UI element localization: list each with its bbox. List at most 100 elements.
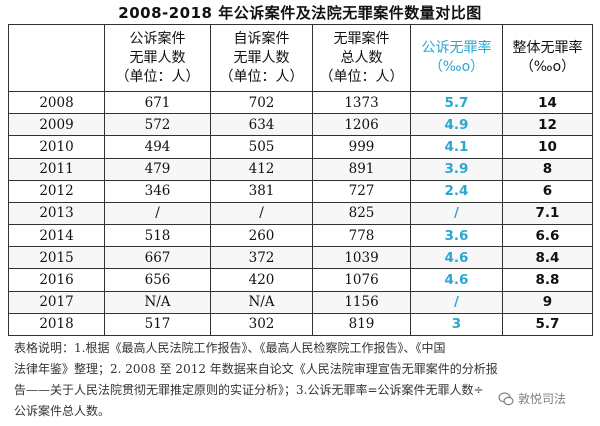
year-cell: 2010 [8, 135, 105, 159]
header-line: （单位：人） [319, 68, 404, 85]
table-cell: 999 [312, 135, 411, 159]
table-cell: 1039 [312, 246, 411, 270]
header-cell: 公诉无罪率 （‰o） [410, 24, 503, 92]
table-cell: 517 [104, 312, 211, 337]
table-cell: 1206 [312, 113, 411, 137]
public-rate-cell: 3 [410, 312, 503, 337]
table-row: 2015 667 372 1039 4.6 8.4 [8, 246, 593, 270]
table-cell: 671 [104, 90, 211, 115]
header-cell: 整体无罪率 （‰o） [502, 24, 593, 92]
table-cell: 260 [210, 224, 313, 248]
header-cell: 公诉案件 无罪人数 （单位：人） [104, 24, 211, 92]
public-rate-cell: / [410, 290, 503, 314]
public-rate-cell: 4.6 [410, 246, 503, 270]
public-rate-cell: 4.1 [410, 135, 503, 159]
header-line: （单位：人） [219, 68, 304, 85]
table-cell: 412 [210, 157, 313, 181]
overall-rate-cell: 8.4 [502, 246, 593, 270]
public-rate-cell: 3.6 [410, 224, 503, 248]
data-table: 公诉案件 无罪人数 （单位：人） 自诉案件无罪人数 （单位：人） 无罪案件总人数 （单位：人… [8, 24, 593, 337]
header-line: 整体无罪率 [512, 40, 583, 56]
public-rate-cell: 2.4 [410, 179, 503, 203]
table-cell: 778 [312, 224, 411, 248]
note-line: 表格说明：1.根据《最高人民法院工作报告》、《最高人民检察院工作报告》、《中国 [14, 341, 446, 355]
table-cell: / [104, 201, 211, 226]
header-row: 公诉案件 无罪人数 （单位：人） 自诉案件无罪人数 （单位：人） 无罪案件总人数 （单位：人… [8, 24, 593, 92]
header-line: 总人数 [340, 49, 383, 66]
table-cell: 518 [104, 224, 211, 248]
table-cell: 346 [104, 179, 211, 203]
header-cell: 无罪案件总人数 （单位：人） [312, 24, 411, 92]
table-cell: 1076 [312, 268, 411, 292]
overall-rate-cell: 8.8 [502, 268, 593, 292]
note-line: 公诉案件总人数。 [14, 404, 111, 418]
table-cell: 634 [210, 113, 313, 137]
table-row: 2011 479 412 891 3.9 8 [8, 157, 593, 181]
watermark: 敦悦司法 [498, 390, 566, 407]
table-cell: 420 [210, 268, 313, 292]
table-row: 2013//825/7.1 [8, 201, 593, 226]
table-cell: N/A [210, 290, 313, 314]
table-row: 2008 671 702 1373 5.7 14 [8, 90, 593, 115]
year-cell: 2009 [8, 113, 105, 137]
public-rate-cell: 4.9 [410, 113, 503, 137]
overall-rate-cell: 12 [502, 113, 593, 137]
table-cell: 302 [210, 312, 313, 337]
table-cell: 505 [210, 135, 313, 159]
year-cell: 2016 [8, 268, 105, 292]
year-cell: 2012 [8, 179, 105, 203]
table-cell: N/A [104, 290, 211, 314]
header-line: 无罪人数 [233, 49, 290, 66]
header-line: （‰o） [428, 59, 485, 75]
table-cell: 479 [104, 157, 211, 181]
overall-rate-cell: 14 [502, 90, 593, 115]
table-row: 2014 518 260 778 3.6 6.6 [8, 224, 593, 248]
public-rate-cell: / [410, 201, 503, 226]
wechat-icon [498, 391, 514, 405]
table-cell: 819 [312, 312, 411, 337]
public-rate-cell: 5.7 [410, 90, 503, 115]
overall-rate-cell: 5.7 [502, 312, 593, 337]
table-cell: / [210, 201, 313, 226]
table-cell: 702 [210, 90, 313, 115]
note-line: 告——关于人民法院贯彻无罪推定原则的实证分析》；3.公诉无罪率=公诉案件无罪人数… [14, 383, 484, 397]
public-rate-cell: 4.6 [410, 268, 503, 292]
header-cell-blank [8, 24, 105, 92]
year-cell: 2018 [8, 312, 105, 337]
header-line: 自诉案件 [233, 30, 290, 47]
watermark-text: 敦悦司法 [518, 392, 567, 406]
note-line: 法律年鉴》整理；2. 2008 至 2012 年数据来自论文《人民法院审理宣告无… [14, 362, 498, 376]
public-rate-cell: 3.9 [410, 157, 503, 181]
table-notes: 表格说明：1.根据《最高人民法院工作报告》、《最高人民检察院工作报告》、《中国 … [14, 338, 584, 422]
table-cell: 1156 [312, 290, 411, 314]
year-cell: 2015 [8, 246, 105, 270]
table-cell: 572 [104, 113, 211, 137]
year-cell: 2014 [8, 224, 105, 248]
year-cell: 2017 [8, 290, 105, 314]
year-cell: 2011 [8, 157, 105, 181]
table-cell: 727 [312, 179, 411, 203]
table-cell: 656 [104, 268, 211, 292]
table-row: 2010 494 505 999 4.1 10 [8, 135, 593, 159]
overall-rate-cell: 8 [502, 157, 593, 181]
chart-title: 2008-2018 年公诉案件及法院无罪案件数量对比图 [118, 4, 482, 22]
table-body: 2008 671 702 1373 5.7 14 2009 572 634 1206 4.9 12 20… [8, 90, 593, 337]
table-cell: 1373 [312, 90, 411, 115]
table-row: 2018 517 302 819 3 5.7 [8, 312, 593, 337]
header-line: （‰o） [519, 59, 576, 75]
year-cell: 2008 [8, 90, 105, 115]
table-row: 2012 346 381 727 2.4 6 [8, 179, 593, 203]
header-line: 无罪案件 [333, 30, 390, 47]
table-row: 2016 656 420 1076 4.6 8.8 [8, 268, 593, 292]
header-line: 无罪人数 [129, 49, 186, 66]
table-row: 2009 572 634 1206 4.9 12 [8, 113, 593, 137]
table-cell: 891 [312, 157, 411, 181]
overall-rate-cell: 6 [502, 179, 593, 203]
table-cell: 381 [210, 179, 313, 203]
header-line: 公诉无罪率 [421, 40, 492, 56]
year-cell: 2013 [8, 201, 105, 226]
overall-rate-cell: 10 [502, 135, 593, 159]
table-cell: 667 [104, 246, 211, 270]
overall-rate-cell: 9 [502, 290, 593, 314]
table-cell: 825 [312, 201, 411, 226]
